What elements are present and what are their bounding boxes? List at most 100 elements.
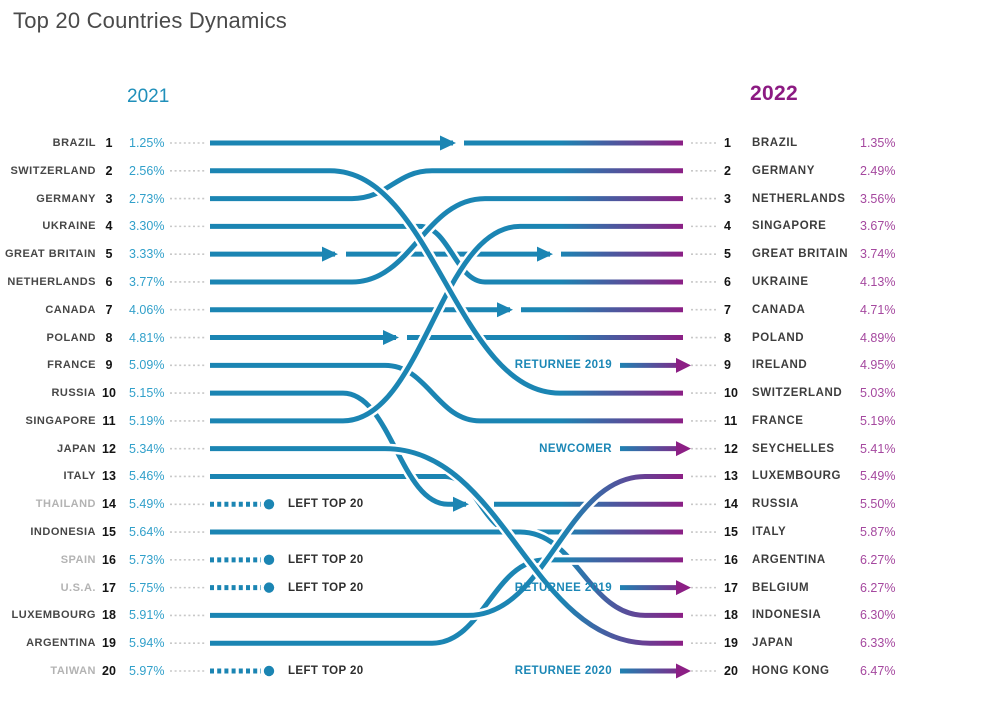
right-rank: 11 bbox=[724, 413, 738, 428]
arrows-and-badges bbox=[210, 135, 691, 679]
left-rank: 10 bbox=[102, 386, 116, 401]
right-share-value: 3.67% bbox=[860, 219, 896, 234]
left-rank: 2 bbox=[105, 163, 113, 178]
right-rank: 14 bbox=[724, 497, 738, 512]
right-rank: 15 bbox=[724, 525, 738, 540]
left-share-value: 5.64% bbox=[129, 525, 165, 540]
left-country-label: SINGAPORE bbox=[25, 414, 96, 427]
flow-line bbox=[210, 362, 683, 424]
left-country-label: FRANCE bbox=[47, 359, 96, 372]
entry-status-label: RETURNEE 2019 bbox=[514, 581, 612, 594]
right-share-value: 5.03% bbox=[860, 386, 896, 401]
right-rank: 2 bbox=[724, 163, 731, 178]
right-share-value: 6.27% bbox=[860, 580, 896, 595]
flow-line bbox=[210, 473, 683, 618]
left-rank: 17 bbox=[102, 580, 116, 595]
left-top20-endpoint-dot bbox=[263, 665, 275, 677]
right-share-value: 5.41% bbox=[860, 441, 896, 456]
left-country-label: RUSSIA bbox=[51, 387, 96, 400]
right-country-label: LUXEMBOURG bbox=[752, 470, 842, 483]
right-share-value: 5.50% bbox=[860, 497, 896, 512]
right-share-value: 4.89% bbox=[860, 330, 896, 345]
right-share-value: 3.56% bbox=[860, 191, 896, 206]
left-share-value: 4.06% bbox=[129, 302, 165, 317]
right-rank: 9 bbox=[724, 358, 731, 373]
left-country-label: INDONESIA bbox=[30, 526, 96, 539]
right-rank: 18 bbox=[724, 608, 738, 623]
right-share-value: 2.49% bbox=[860, 163, 896, 178]
right-country-label: CANADA bbox=[752, 303, 806, 316]
right-country-label: UKRAINE bbox=[752, 275, 809, 288]
right-country-label: ITALY bbox=[752, 526, 787, 539]
left-rank: 7 bbox=[105, 302, 113, 317]
right-country-label: SEYCHELLES bbox=[752, 442, 835, 455]
left-country-label: TAIWAN bbox=[50, 665, 96, 677]
flow-line bbox=[210, 223, 683, 424]
right-rank: 16 bbox=[724, 552, 738, 567]
left-share-value: 5.49% bbox=[129, 497, 165, 512]
left-country-label: ARGENTINA bbox=[26, 637, 96, 650]
left-share-value: 5.75% bbox=[129, 580, 165, 595]
left-country-label: CANADA bbox=[45, 303, 96, 316]
entry-status-label: RETURNEE 2019 bbox=[514, 359, 612, 372]
left-rank: 5 bbox=[105, 247, 113, 262]
right-country-label: INDONESIA bbox=[752, 609, 822, 622]
chart-title: Top 20 Countries Dynamics bbox=[13, 8, 288, 33]
right-country-label: ARGENTINA bbox=[752, 553, 826, 566]
left-country-label: UKRAINE bbox=[42, 220, 96, 233]
entry-status-label: NEWCOMER bbox=[539, 442, 612, 455]
flow-line bbox=[210, 168, 683, 202]
right-rank: 10 bbox=[724, 386, 738, 401]
left-share-value: 5.94% bbox=[129, 636, 165, 651]
left-share-value: 5.19% bbox=[129, 413, 165, 428]
left-share-value: 3.30% bbox=[129, 219, 165, 234]
left-country-label: POLAND bbox=[46, 331, 96, 344]
left-country-label: U.S.A. bbox=[60, 581, 96, 594]
entry-arrow-head-icon bbox=[676, 663, 691, 679]
right-share-value: 6.33% bbox=[860, 636, 896, 651]
entry-arrow-head-icon bbox=[676, 441, 691, 457]
right-country-label: SWITZERLAND bbox=[752, 387, 843, 400]
right-share-value: 1.35% bbox=[860, 136, 896, 150]
dotted-leaders bbox=[170, 142, 717, 672]
right-country-label: POLAND bbox=[752, 331, 805, 344]
left-share-value: 5.46% bbox=[129, 469, 165, 484]
left-country-label: THAILAND bbox=[35, 498, 96, 511]
right-share-value: 4.71% bbox=[860, 302, 896, 317]
flow-direction-arrow-icon bbox=[537, 246, 553, 262]
left-rank: 3 bbox=[105, 191, 113, 206]
left-top20-label: LEFT TOP 20 bbox=[288, 665, 364, 677]
right-rank: 19 bbox=[724, 636, 738, 651]
left-share-value: 2.56% bbox=[129, 163, 165, 178]
left-rank: 19 bbox=[102, 636, 116, 651]
left-country-label: SWITZERLAND bbox=[10, 164, 96, 177]
right-country-label: SINGAPORE bbox=[752, 220, 827, 233]
left-country-label: SPAIN bbox=[60, 553, 96, 566]
year-2022-header: 2022 bbox=[750, 82, 798, 105]
flow-direction-arrow-icon bbox=[497, 302, 513, 318]
year-2021-header: 2021 bbox=[127, 86, 170, 107]
left-share-value: 3.33% bbox=[129, 247, 165, 262]
left-rank: 20 bbox=[102, 664, 116, 678]
left-rank: 18 bbox=[102, 608, 116, 623]
flow-direction-arrow-icon bbox=[322, 246, 338, 262]
right-share-value: 6.27% bbox=[860, 552, 896, 567]
right-country-label: JAPAN bbox=[752, 637, 794, 650]
right-country-label: RUSSIA bbox=[752, 498, 800, 511]
right-share-value: 3.74% bbox=[860, 247, 896, 262]
right-country-label: NETHERLANDS bbox=[752, 192, 846, 205]
left-country-label: ITALY bbox=[63, 470, 96, 483]
left-country-label: JAPAN bbox=[57, 442, 96, 455]
left-top20-label: LEFT TOP 20 bbox=[288, 553, 364, 566]
right-rank: 1 bbox=[724, 136, 731, 150]
right-rank: 12 bbox=[724, 441, 738, 456]
right-country-label: GERMANY bbox=[752, 164, 815, 177]
left-country-label: NETHERLANDS bbox=[7, 275, 96, 288]
right-share-value: 6.30% bbox=[860, 608, 896, 623]
right-rank: 3 bbox=[724, 191, 731, 206]
flow-direction-arrow-icon bbox=[383, 330, 399, 346]
left-country-label: BRAZIL bbox=[52, 137, 96, 149]
left-rank: 6 bbox=[105, 274, 113, 289]
